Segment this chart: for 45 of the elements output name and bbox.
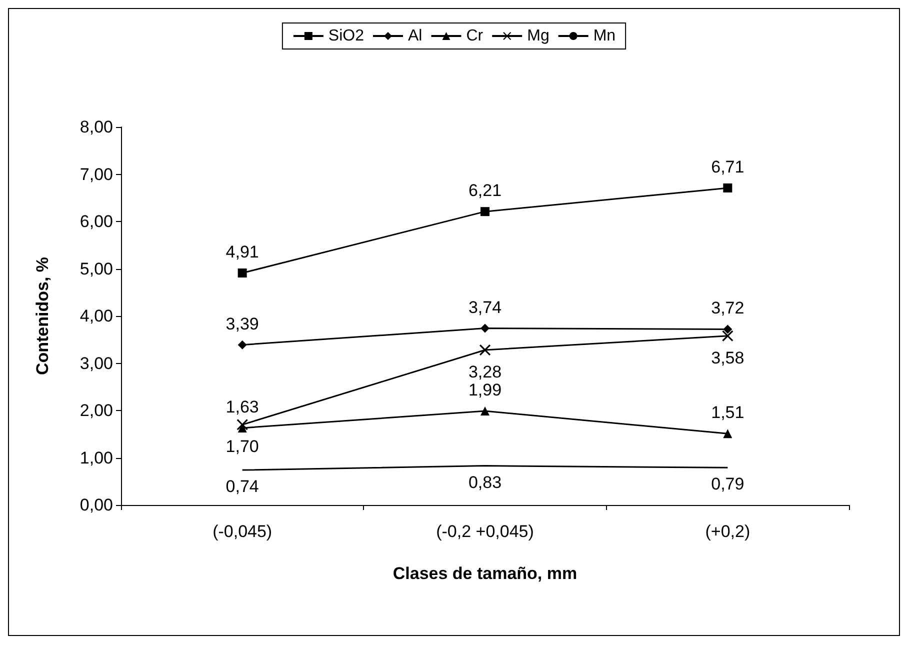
x-tick-label: (+0,2) — [705, 522, 750, 541]
data-label: 3,72 — [711, 298, 744, 318]
data-label: 1,99 — [468, 380, 502, 400]
y-tick-label: 2,00 — [80, 401, 113, 420]
data-label: 6,71 — [711, 157, 744, 176]
legend-label: Al — [408, 28, 422, 44]
legend-label: Mg — [527, 28, 550, 44]
point — [723, 324, 732, 334]
data-label: 0,79 — [711, 474, 744, 494]
data-label: 1,70 — [226, 437, 259, 456]
data-label: 6,21 — [468, 181, 502, 200]
data-label: 4,91 — [226, 242, 259, 262]
data-label: 1,51 — [711, 403, 744, 422]
point — [722, 330, 734, 342]
point — [480, 324, 490, 333]
point — [480, 344, 490, 356]
data-label: 3,58 — [711, 348, 744, 368]
data-label: 3,28 — [468, 362, 502, 382]
x-tick-label: (-0,2 +0,045) — [436, 522, 534, 541]
data-label: 3,39 — [226, 314, 259, 334]
data-label: 0,74 — [226, 477, 259, 496]
point — [238, 268, 247, 278]
x-axis-title: Clases de tamaño, mm — [392, 564, 578, 583]
data-label: 3,74 — [468, 298, 502, 317]
point — [723, 429, 732, 438]
point — [238, 340, 247, 350]
y-tick-label: 3,00 — [80, 354, 113, 373]
data-label: 0,83 — [468, 472, 502, 492]
y-tick-label: 7,00 — [80, 164, 113, 184]
point — [236, 419, 248, 430]
legend-label: Cr — [466, 28, 484, 44]
legend-label: Mn — [593, 28, 616, 44]
y-tick-label: 8,00 — [80, 118, 113, 136]
y-tick-label: 4,00 — [80, 306, 113, 326]
y-tick-label: 1,00 — [80, 448, 113, 468]
legend-label: SiO2 — [328, 28, 364, 44]
y-axis-title: Contenidos, % — [33, 256, 52, 376]
point — [480, 207, 490, 216]
y-tick-label: 0,00 — [80, 496, 113, 514]
y-tick-label: 5,00 — [80, 259, 113, 278]
x-tick-label: (-0,045) — [212, 522, 272, 541]
point — [480, 406, 490, 416]
point — [723, 183, 732, 192]
y-tick-label: 6,00 — [80, 212, 113, 231]
data-label: 1,63 — [226, 397, 259, 416]
